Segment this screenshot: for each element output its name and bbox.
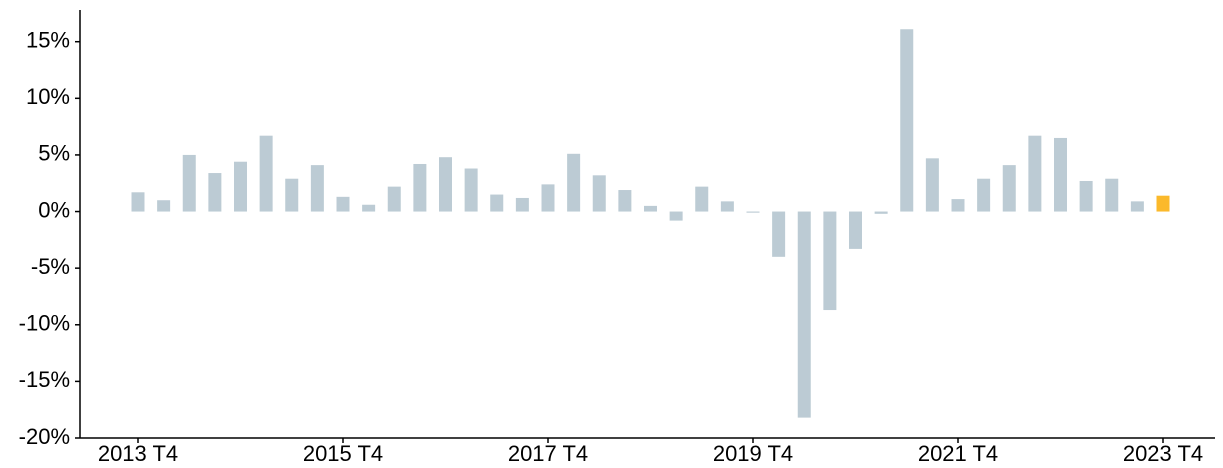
bar [567, 153, 581, 212]
bar [951, 199, 965, 212]
x-tick-label: 2017 T4 [508, 441, 588, 466]
x-tick-label: 2019 T4 [713, 441, 793, 466]
x-tick-label: 2021 T4 [918, 441, 998, 466]
bar [669, 211, 683, 221]
bar [1054, 137, 1067, 212]
bar [1028, 135, 1042, 212]
bar [362, 204, 376, 212]
x-tick-label: 2023 T4 [1123, 441, 1203, 466]
bar [695, 186, 709, 212]
bar [439, 157, 452, 212]
bar [1079, 180, 1093, 212]
bar [849, 211, 862, 249]
bar [797, 211, 811, 418]
y-tick-label: -15% [19, 367, 70, 392]
y-tick-label: 0% [38, 197, 70, 222]
bar [259, 135, 273, 212]
bar [541, 184, 555, 212]
y-tick-label: 5% [38, 141, 70, 166]
bar [490, 194, 504, 212]
bar [823, 211, 837, 311]
y-tick-label: -5% [31, 254, 70, 279]
bar [182, 154, 196, 212]
bar [157, 200, 171, 212]
y-tick-label: 10% [26, 84, 70, 109]
bar [746, 211, 760, 213]
bar [592, 175, 606, 212]
y-tick-label: -10% [19, 311, 70, 336]
bar [618, 190, 632, 212]
y-tick-label: -20% [19, 424, 70, 449]
bar [977, 178, 991, 212]
y-tick-label: 15% [26, 28, 70, 53]
bar [464, 168, 478, 212]
bar [1156, 195, 1170, 212]
bar [874, 211, 888, 214]
bar [1105, 178, 1119, 212]
bar [1002, 165, 1016, 212]
bar [131, 192, 145, 212]
bar [720, 201, 734, 212]
bar [208, 173, 222, 212]
bar [387, 186, 401, 212]
bar [925, 158, 939, 212]
bar [900, 29, 914, 212]
x-tick-label: 2015 T4 [303, 441, 383, 466]
bar [234, 161, 247, 212]
bar [310, 165, 324, 212]
bar [515, 197, 529, 212]
bar [772, 211, 786, 257]
bar [285, 178, 299, 212]
x-tick-label: 2013 T4 [98, 441, 178, 466]
bar [413, 163, 427, 212]
bar [336, 196, 350, 212]
bar [644, 205, 657, 212]
bar [1130, 201, 1144, 212]
